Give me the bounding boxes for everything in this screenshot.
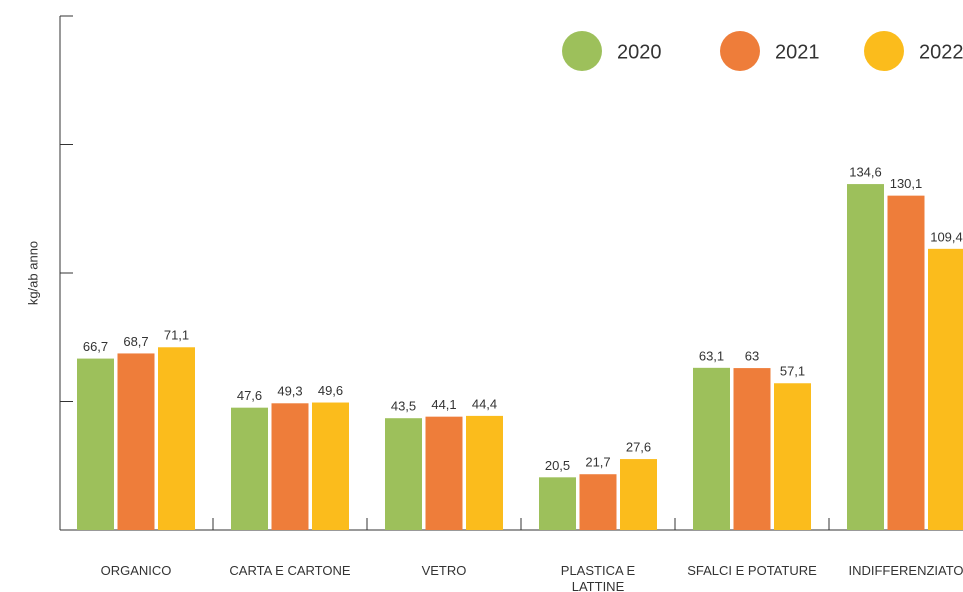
- bar: [312, 402, 349, 530]
- data-label: 134,6: [849, 165, 882, 180]
- x-tick-label: ORGANICO: [100, 563, 172, 578]
- bar: [231, 407, 268, 530]
- bar: [425, 416, 463, 530]
- bar: [77, 358, 114, 530]
- legend-swatch: [864, 31, 904, 71]
- bar: [733, 368, 771, 530]
- data-label: 130,1: [890, 176, 923, 191]
- data-label: 20,5: [545, 458, 570, 473]
- x-tick-label: PLASTICA E LATTINE: [560, 563, 636, 592]
- data-label: 44,4: [472, 396, 497, 411]
- data-label: 44,1: [431, 397, 456, 412]
- data-label: 21,7: [585, 455, 610, 470]
- data-label: 71,1: [164, 328, 189, 343]
- legend-label: 2020: [617, 41, 662, 63]
- data-label: 63: [745, 349, 759, 364]
- y-axis-label: kg/ab anno: [25, 241, 40, 305]
- bar: [774, 383, 811, 530]
- bar: [847, 184, 884, 530]
- data-label: 49,3: [277, 384, 302, 399]
- x-tick-label: SFALCI E POTATURE: [687, 563, 817, 578]
- data-label: 63,1: [699, 348, 724, 363]
- bar: [117, 353, 155, 530]
- data-label: 43,5: [391, 399, 416, 414]
- x-tick-label: INDIFFERENZIATO: [848, 563, 963, 578]
- data-label: 68,7: [123, 334, 148, 349]
- data-label: 27,6: [626, 440, 651, 455]
- bar: [579, 474, 617, 530]
- bar: [158, 347, 195, 530]
- legend-label: 2021: [775, 41, 820, 63]
- legend-label: 2022: [919, 41, 963, 63]
- legend-swatch: [562, 31, 602, 71]
- legend-swatch: [720, 31, 760, 71]
- bar: [385, 418, 422, 530]
- x-tick-label: CARTA E CARTONE: [229, 563, 351, 578]
- data-label: 66,7: [83, 339, 108, 354]
- bar: [693, 367, 730, 530]
- bar: [539, 477, 576, 530]
- data-label: 49,6: [318, 383, 343, 398]
- bar: [271, 403, 309, 530]
- bar: [928, 248, 963, 531]
- bar: [466, 415, 503, 530]
- data-label: 109,4: [930, 229, 963, 244]
- x-tick-label: VETRO: [421, 563, 467, 578]
- data-label: 57,1: [780, 364, 805, 379]
- bar: [620, 459, 657, 530]
- bar: [887, 195, 925, 530]
- data-label: 47,6: [237, 388, 262, 403]
